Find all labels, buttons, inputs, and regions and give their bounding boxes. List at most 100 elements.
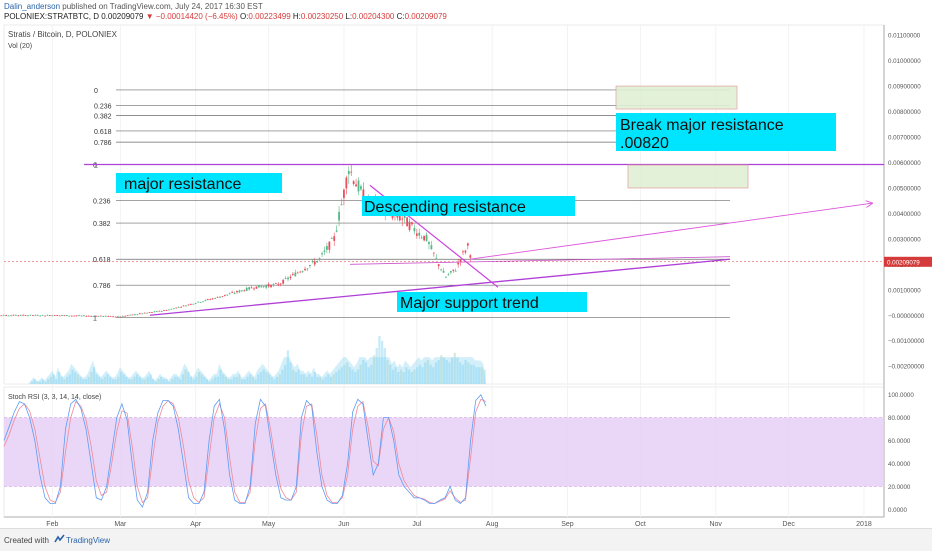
candle-body — [255, 286, 258, 289]
volume-ma-area — [4, 357, 486, 384]
tradingview-brand[interactable]: TradingView — [66, 536, 111, 545]
volume-bar — [173, 376, 176, 384]
candle-body — [119, 316, 122, 318]
candle-body — [408, 221, 411, 231]
volume-bar — [47, 379, 50, 384]
volume-bar — [240, 379, 244, 384]
volume-bar — [332, 374, 335, 384]
volume-bar — [456, 357, 459, 384]
candle-body — [131, 314, 134, 316]
volume-bar — [216, 376, 220, 384]
volume-bar — [424, 362, 427, 384]
candle-body — [403, 215, 406, 218]
candle-body — [197, 301, 200, 303]
candle-body — [78, 315, 80, 317]
candle-body — [104, 315, 107, 317]
candle-body — [214, 298, 217, 299]
tradingview-logo-icon — [54, 534, 65, 543]
candle-body — [428, 242, 430, 245]
price-chart[interactable]: 00.2360.3820.6180.786100.2360.3820.6180.… — [0, 0, 932, 528]
candle-body — [279, 283, 282, 285]
volume-bar — [429, 364, 432, 384]
candle-body — [172, 308, 175, 310]
candle-body — [243, 290, 246, 292]
candle-body — [5, 315, 8, 316]
rsi-axis-tick: 40.0000 — [888, 461, 911, 468]
volume-bar — [351, 369, 354, 384]
fib-level-label: 0.236 — [93, 199, 111, 206]
volume-bar — [324, 376, 327, 384]
candle-body — [180, 306, 183, 308]
price-axis-tick: −0.00200000 — [888, 364, 925, 371]
candle-body — [165, 310, 168, 312]
candle-body — [233, 292, 236, 294]
volume-bar — [200, 374, 203, 384]
candle-body — [362, 189, 365, 203]
fib-level-label: 0.786 — [94, 140, 112, 147]
candle-body — [452, 269, 455, 271]
low-label: L: — [345, 12, 353, 21]
price-axis-tick: 0.00400000 — [888, 211, 921, 218]
candle-body — [160, 310, 163, 312]
volume-bar — [300, 374, 303, 384]
volume-bar — [362, 360, 365, 384]
candle-body — [7, 315, 10, 317]
volume-bar — [448, 362, 451, 384]
volume-bar — [130, 379, 133, 384]
last-price-tag — [884, 256, 932, 267]
volume-bar — [410, 372, 413, 384]
publish-info: Dalin_anderson published on TradingView.… — [4, 2, 263, 11]
volume-bar — [397, 372, 400, 384]
volume-bar — [111, 379, 115, 384]
candle-body — [398, 216, 401, 221]
candle-body — [155, 311, 158, 312]
candle-body — [289, 276, 292, 279]
candle-body — [112, 316, 114, 318]
volume-bar — [170, 379, 174, 384]
candle-body — [211, 298, 214, 300]
rsi-axis-tick: 80.0000 — [888, 415, 911, 422]
candle-body — [170, 308, 173, 310]
price-axis-tick: 0.01000000 — [888, 58, 921, 65]
fib-level-label: 0 — [93, 163, 97, 170]
volume-bar — [434, 362, 438, 384]
volume-bar — [192, 379, 195, 384]
volume-bar — [144, 379, 147, 384]
volume-bar — [141, 379, 144, 384]
candle-body — [36, 314, 39, 316]
candle-body — [49, 315, 51, 317]
candle-body — [274, 283, 277, 285]
volume-bar — [68, 374, 71, 384]
candle-body — [284, 278, 287, 279]
volume-bar — [464, 360, 467, 384]
candle-body — [73, 315, 76, 317]
candle-body — [100, 315, 102, 317]
volume-bar — [181, 374, 185, 384]
author-link[interactable]: Dalin_anderson — [4, 2, 61, 11]
last-price-tag-text: 0.00209079 — [887, 259, 920, 266]
volume-bar — [391, 369, 395, 384]
volume-bar — [224, 376, 228, 384]
candle-body — [267, 284, 270, 287]
volume-bar — [364, 362, 368, 384]
annotation-support-text: Major support trend — [400, 295, 539, 312]
candle-body — [92, 316, 95, 317]
candle-body — [466, 243, 469, 246]
volume-bar — [273, 379, 276, 384]
time-axis-label: Mar — [114, 521, 127, 528]
low-value: 0.00204300 — [352, 12, 395, 21]
fib-level-label: 0.382 — [93, 221, 111, 228]
projection-arrow — [469, 203, 872, 260]
volume-bar — [345, 362, 349, 384]
volume-bar — [230, 379, 233, 384]
candle-body — [442, 270, 445, 273]
candle-body — [19, 314, 22, 316]
volume-bar — [442, 357, 446, 384]
candle-body — [22, 314, 25, 316]
volume-bar — [100, 379, 104, 384]
rsi-axis-tick: 100.0000 — [888, 392, 914, 399]
time-axis-label: 2018 — [856, 521, 872, 528]
candle-body — [148, 312, 151, 313]
candle-body — [146, 312, 148, 314]
volume-bar — [286, 350, 290, 384]
